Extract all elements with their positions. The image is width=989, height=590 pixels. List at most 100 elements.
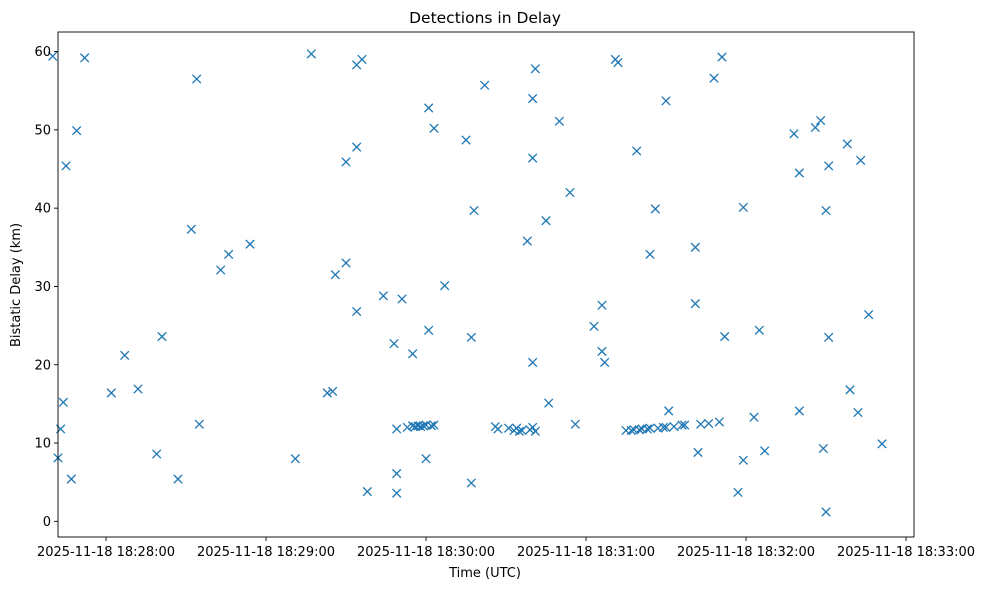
data-point [677,420,687,430]
data-point [690,299,700,309]
data-point [328,386,338,397]
data-point [541,216,551,226]
data-point [842,139,852,149]
data-point [378,291,388,301]
data-point [864,309,874,320]
data-point [824,332,834,343]
data-point [824,161,834,171]
data-point [514,426,524,436]
data-point [80,53,90,63]
data-point [749,412,759,422]
data-point [528,422,538,433]
data-point [645,423,655,433]
y-axis-title: Bistatic Delay (km) [9,223,24,347]
y-tick-label: 0 [43,515,51,530]
data-point [152,449,162,459]
data-point [224,249,234,260]
data-point [389,338,399,349]
data-point [461,135,471,145]
x-tick-label: 2025-11-18 18:31:00 [517,545,655,560]
data-point [341,157,351,167]
data-point [642,424,652,434]
data-point [517,425,527,436]
data-point [330,270,340,280]
data-point [754,325,764,335]
data-point [554,116,564,126]
y-tick-label: 10 [34,437,51,452]
data-point [530,426,540,436]
y-tick-label: 60 [34,45,51,60]
data-point [424,325,434,335]
x-tick-label: 2025-11-18 18:28:00 [37,545,175,560]
data-point [696,419,706,429]
data-point [352,306,362,317]
data-point [821,507,831,517]
chart-title: Detections in Delay [409,9,561,27]
data-point [613,57,623,68]
data-point [418,421,428,431]
data-point [845,385,855,395]
data-point [821,205,831,216]
data-point [352,142,362,152]
data-point [794,168,804,178]
y-tick-label: 20 [34,358,51,373]
data-point [341,258,351,268]
data-point [480,80,490,90]
data-point [661,422,671,433]
data-point [709,73,719,83]
data-point [570,419,580,429]
data-point [853,407,863,418]
data-point [48,51,58,61]
data-point [426,421,436,431]
data-point [714,417,724,427]
data-point [522,236,532,246]
data-point [322,388,332,398]
data-point [669,421,679,432]
data-point [877,439,887,449]
data-point [392,488,402,498]
data-point [658,422,668,433]
data-point [589,321,599,332]
y-tick-label: 40 [34,202,51,217]
data-point [106,388,116,398]
data-point [133,384,143,394]
data-point [565,187,575,198]
data-point [794,406,804,416]
data-point [173,474,183,484]
x-tick-label: 2025-11-18 18:32:00 [677,545,815,560]
data-point [192,74,202,84]
data-point [650,204,660,214]
data-point [597,300,607,310]
data-point [290,454,300,464]
data-point [408,349,418,359]
data-point [856,155,866,166]
data-point [597,346,607,357]
data-point [245,239,255,249]
data-point [789,129,799,139]
data-point [469,205,479,216]
data-point [733,487,743,498]
data-point [738,202,748,213]
data-point [680,420,690,430]
data-point [738,455,748,465]
data-point [466,478,476,488]
x-tick-label: 2025-11-18 18:33:00 [837,545,975,560]
data-point [818,443,828,454]
x-tick-label: 2025-11-18 18:30:00 [357,545,495,560]
data-point [717,52,727,62]
data-point [306,49,316,59]
data-point [504,423,514,433]
data-point [157,331,167,342]
data-point [634,425,644,435]
data-point [357,54,367,65]
data-point [416,421,426,432]
data-point [600,357,610,368]
data-point [402,422,412,433]
data-point [392,468,402,479]
data-point [720,331,730,342]
data-point [544,398,554,408]
y-tick-label: 30 [34,280,51,295]
data-point [466,332,476,343]
